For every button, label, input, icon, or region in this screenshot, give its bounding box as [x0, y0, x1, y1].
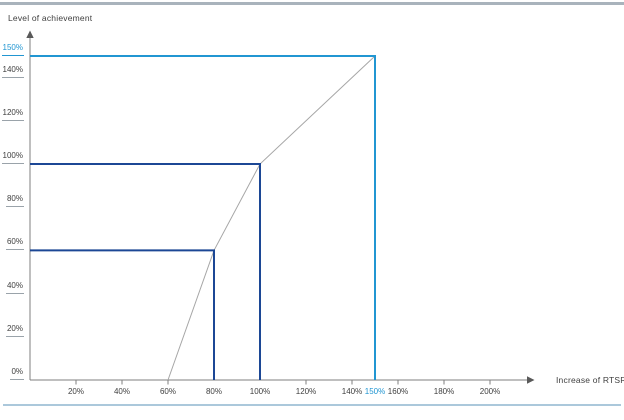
top-divider-bar — [0, 2, 624, 5]
x-tick-label: 80% — [205, 387, 222, 396]
y-tick-label: 140% — [1, 65, 24, 78]
y-axis-title: Level of achievement — [8, 13, 93, 23]
x-tick-label: 150% — [364, 387, 386, 396]
x-tick-label: 160% — [387, 387, 409, 396]
bottom-divider-bar — [3, 404, 621, 406]
x-tick-label: 20% — [67, 387, 84, 396]
x-tick-label: 40% — [113, 387, 130, 396]
y-tick-label: 20% — [5, 324, 24, 337]
x-tick-label: 120% — [295, 387, 317, 396]
x-tick-label: 60% — [159, 387, 176, 396]
y-tick-label: 0% — [10, 367, 24, 380]
y-axis-arrow — [26, 30, 34, 38]
x-tick-label: 100% — [249, 387, 271, 396]
x-axis-arrow — [527, 376, 535, 384]
y-tick-label: 60% — [5, 237, 24, 251]
x-tick-label: 140% — [341, 387, 363, 396]
series-payout-curve — [167, 55, 376, 381]
series-threshold-guide-60 — [30, 249, 215, 380]
y-tick-label: 120% — [1, 108, 24, 121]
series-cap-guide-150 — [30, 55, 376, 380]
x-tick-label: 180% — [433, 387, 455, 396]
x-tick-label: 200% — [479, 387, 501, 396]
y-tick-label: 80% — [5, 194, 24, 208]
y-tick-label: 100% — [1, 151, 24, 164]
x-axis-title: Increase of RTSR — [556, 375, 624, 385]
y-tick-label: 40% — [5, 281, 24, 294]
series-target-guide-100 — [30, 163, 261, 380]
y-tick-label: 150% — [1, 43, 24, 56]
